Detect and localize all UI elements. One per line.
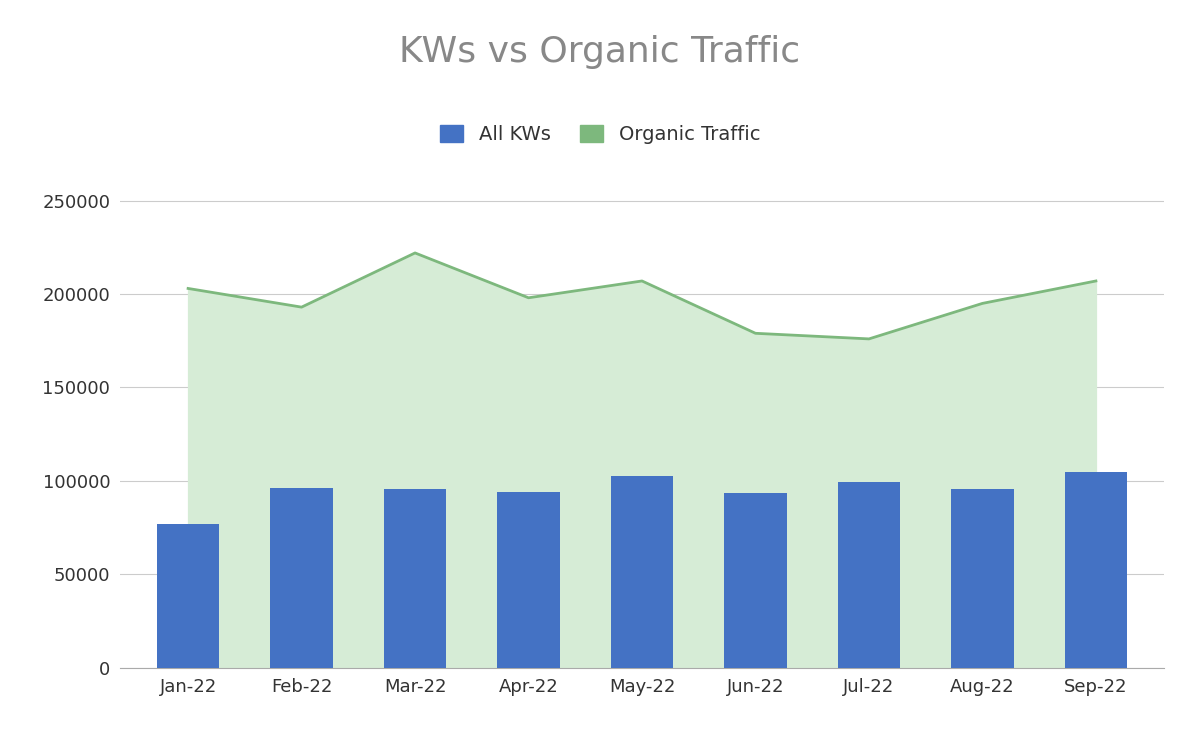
Bar xyxy=(952,489,1014,668)
Bar xyxy=(838,482,900,668)
Text: KWs vs Organic Traffic: KWs vs Organic Traffic xyxy=(400,35,800,69)
Bar xyxy=(157,524,220,668)
Bar xyxy=(611,476,673,668)
Bar xyxy=(1064,472,1127,668)
Bar xyxy=(270,488,332,668)
Bar xyxy=(384,489,446,668)
Bar xyxy=(497,492,559,668)
Bar xyxy=(725,493,787,668)
Legend: All KWs, Organic Traffic: All KWs, Organic Traffic xyxy=(432,117,768,152)
